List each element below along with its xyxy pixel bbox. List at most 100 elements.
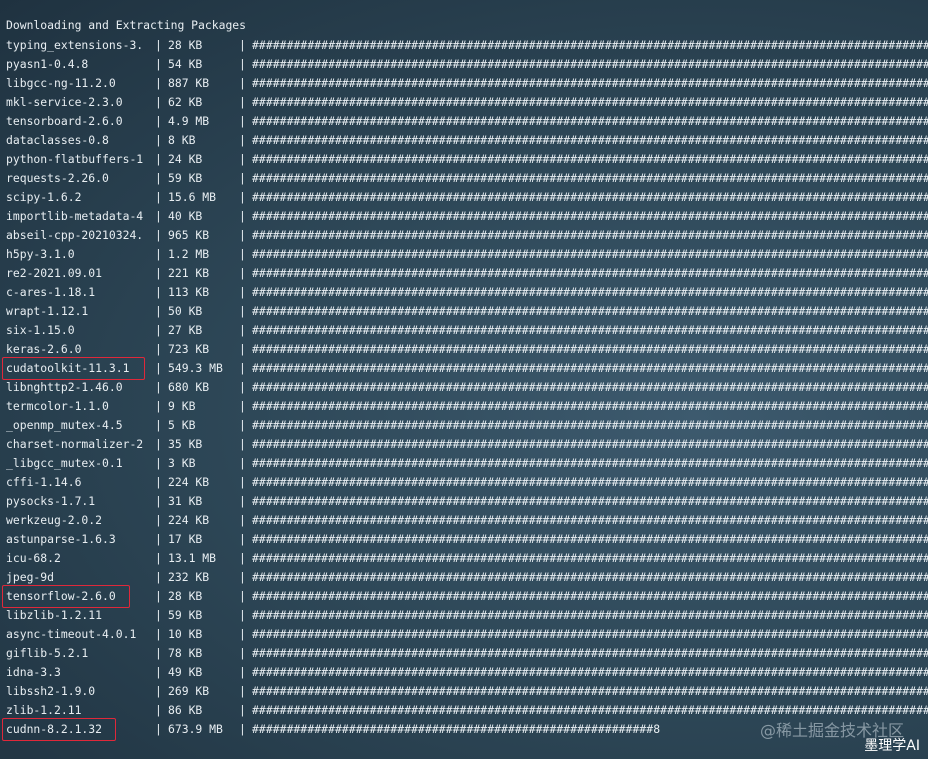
package-name: cffi-1.14.6: [6, 475, 82, 489]
column-separator: |: [155, 228, 162, 242]
package-row: charset-normalizer-2 | 35 KB | #############…: [0, 435, 928, 454]
column-separator: |: [239, 57, 246, 71]
package-size: 723 KB: [168, 342, 210, 356]
package-size: 59 KB: [168, 171, 203, 185]
package-size: 4.9 MB: [168, 114, 210, 128]
package-name: astunparse-1.6.3: [6, 532, 116, 546]
package-size: 50 KB: [168, 304, 203, 318]
column-separator: |: [155, 247, 162, 261]
progress-bar: ########################################…: [252, 209, 928, 223]
package-name: pyasn1-0.4.8: [6, 57, 89, 71]
package-name: mkl-service-2.3.0: [6, 95, 123, 109]
package-row: six-1.15.0 | 27 KB | #######################…: [0, 321, 928, 340]
package-size: 15.6 MB: [168, 190, 217, 204]
progress-bar: ########################################…: [252, 323, 928, 337]
package-row: importlib-metadata-4 | 40 KB | #############…: [0, 207, 928, 226]
column-separator: |: [155, 323, 162, 337]
progress-bar: ########################################…: [252, 342, 928, 356]
column-separator: |: [239, 304, 246, 318]
column-separator: |: [239, 494, 246, 508]
package-name: tensorflow-2.6.0: [6, 589, 116, 603]
package-row: cudatoolkit-11.3.1 | 549.3 MB | ############…: [0, 359, 928, 378]
column-separator: |: [239, 437, 246, 451]
column-separator: |: [155, 152, 162, 166]
package-row: cffi-1.14.6 | 224 KB | #####################…: [0, 473, 928, 492]
progress-bar: ########################################…: [252, 665, 928, 679]
package-size: 17 KB: [168, 532, 203, 546]
package-name: _libgcc_mutex-0.1: [6, 456, 123, 470]
column-separator: |: [155, 76, 162, 90]
package-size: 62 KB: [168, 95, 203, 109]
progress-bar: ########################################…: [252, 228, 928, 242]
package-size: 269 KB: [168, 684, 210, 698]
package-name: werkzeug-2.0.2: [6, 513, 103, 527]
column-separator: |: [239, 380, 246, 394]
package-name: six-1.15.0: [6, 323, 75, 337]
progress-bar: ########################################…: [252, 247, 928, 261]
column-separator: |: [155, 589, 162, 603]
column-separator: |: [155, 361, 162, 375]
column-separator: |: [239, 95, 246, 109]
package-size: 8 KB: [168, 133, 196, 147]
column-separator: |: [239, 209, 246, 223]
column-separator: |: [239, 418, 246, 432]
progress-bar: ########################################…: [252, 513, 928, 527]
column-separator: |: [239, 684, 246, 698]
package-row: dataclasses-0.8 | 8 KB | ###################…: [0, 131, 928, 150]
progress-bar: ########################################…: [252, 114, 928, 128]
column-separator: |: [239, 551, 246, 565]
package-row: idna-3.3 | 49 KB | #########################…: [0, 663, 928, 682]
package-name: libssh2-1.9.0: [6, 684, 96, 698]
progress-bar: ########################################…: [252, 95, 928, 109]
package-name: libnghttp2-1.46.0: [6, 380, 123, 394]
package-row: zlib-1.2.11 | 86 KB | ######################…: [0, 701, 928, 720]
column-separator: |: [239, 513, 246, 527]
package-row: jpeg-9d | 232 KB | #########################…: [0, 568, 928, 587]
progress-bar: ########################################…: [252, 570, 928, 584]
progress-bar: ########################################…: [252, 418, 928, 432]
package-name: async-timeout-4.0.1: [6, 627, 137, 641]
column-separator: |: [155, 570, 162, 584]
package-size: 232 KB: [168, 570, 210, 584]
column-separator: |: [239, 285, 246, 299]
progress-bar: ########################################…: [252, 456, 928, 470]
package-name: tensorboard-2.6.0: [6, 114, 123, 128]
progress-bar: ########################################…: [252, 57, 928, 71]
package-size: 549.3 MB: [168, 361, 223, 375]
package-row: libnghttp2-1.46.0 | 680 KB | ###############…: [0, 378, 928, 397]
package-row: cudnn-8.2.1.32 | 673.9 MB | ################…: [0, 720, 928, 739]
column-separator: |: [155, 133, 162, 147]
column-separator: |: [239, 475, 246, 489]
progress-bar: ########################################…: [252, 627, 928, 641]
column-separator: |: [155, 475, 162, 489]
package-name: keras-2.6.0: [6, 342, 82, 356]
package-row: pyasn1-0.4.8 | 54 KB | #####################…: [0, 55, 928, 74]
package-row: tensorboard-2.6.0 | 4.9 MB | ###############…: [0, 112, 928, 131]
column-separator: |: [155, 380, 162, 394]
package-size: 680 KB: [168, 380, 210, 394]
package-size: 31 KB: [168, 494, 203, 508]
package-name: giflib-5.2.1: [6, 646, 89, 660]
column-separator: |: [239, 133, 246, 147]
package-row: re2-2021.09.01 | 221 KB | ##################…: [0, 264, 928, 283]
package-size: 28 KB: [168, 38, 203, 52]
package-name: idna-3.3: [6, 665, 61, 679]
package-size: 224 KB: [168, 475, 210, 489]
package-row: astunparse-1.6.3 | 17 KB | #################…: [0, 530, 928, 549]
column-separator: |: [239, 570, 246, 584]
package-row: abseil-cpp-20210324. | 965 KB | ############…: [0, 226, 928, 245]
progress-bar: ########################################…: [252, 532, 928, 546]
package-name: typing_extensions-3.: [6, 38, 144, 52]
column-separator: |: [239, 247, 246, 261]
package-name: icu-68.2: [6, 551, 61, 565]
package-row: libssh2-1.9.0 | 269 KB | ###################…: [0, 682, 928, 701]
package-size: 1.2 MB: [168, 247, 210, 261]
progress-bar: ########################################…: [252, 361, 928, 375]
column-separator: |: [239, 114, 246, 128]
package-size: 27 KB: [168, 323, 203, 337]
package-size: 5 KB: [168, 418, 196, 432]
progress-bar: ########################################…: [252, 380, 928, 394]
package-name: importlib-metadata-4: [6, 209, 144, 223]
author-watermark: 墨理学AI: [864, 738, 920, 754]
